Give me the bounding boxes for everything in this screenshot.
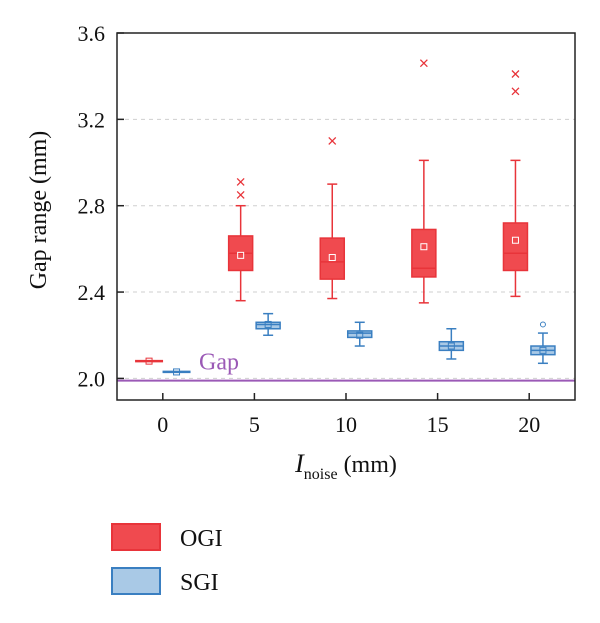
legend-label-ogi: OGI — [180, 526, 223, 552]
legend-swatch-sgi — [111, 567, 161, 595]
legend-label-sgi: SGI — [180, 570, 219, 596]
mean-marker — [145, 357, 153, 365]
outlier-marker — [511, 87, 520, 96]
box-series — [135, 59, 556, 376]
box-ogi-5 — [227, 177, 254, 302]
y-axis-label: Gap range (mm) — [26, 131, 52, 290]
mean-marker — [237, 251, 245, 259]
box-sgi-20 — [530, 321, 556, 365]
y-tick-label: 2.4 — [78, 280, 106, 305]
mean-marker — [173, 368, 181, 376]
legend: OGI SGI — [111, 523, 223, 596]
mean-marker — [356, 331, 364, 339]
box-sgi-10 — [346, 321, 373, 347]
x-axis-label-symbol: I — [294, 449, 305, 478]
outlier-marker — [236, 190, 245, 199]
legend-item-ogi: OGI — [111, 523, 223, 552]
iqr-box — [411, 228, 437, 278]
iqr-box — [346, 330, 373, 339]
x-tick-label: 0 — [157, 412, 168, 437]
x-axis-label-unit: (mm) — [344, 452, 397, 478]
box-ogi-0 — [135, 357, 164, 365]
box-ogi-20 — [502, 70, 529, 298]
gap-reference-label: Gap — [199, 350, 239, 376]
iqr-box — [319, 237, 346, 280]
x-tick-label: 15 — [427, 412, 449, 437]
y-tick-label: 2.8 — [78, 194, 106, 219]
mean-marker — [539, 346, 547, 354]
x-axis-label: Inoise (mm) — [294, 449, 397, 483]
mean-marker — [264, 320, 272, 328]
x-tick-label: 20 — [518, 412, 540, 437]
plot-frame — [116, 32, 576, 401]
box-ogi-10 — [319, 136, 346, 300]
legend-swatch-ogi — [111, 523, 161, 551]
series-ogi — [135, 59, 529, 365]
x-axis-ticks: 0 5 10 15 20 — [157, 393, 540, 437]
outlier-marker — [236, 177, 245, 186]
box-sgi-15 — [438, 328, 465, 360]
x-tick-label: 5 — [249, 412, 260, 437]
outlier-marker — [511, 70, 520, 78]
x-axis-label-subscript: noise — [304, 466, 338, 483]
iqr-box — [502, 222, 529, 272]
series-sgi — [162, 312, 556, 376]
y-tick-label: 2.0 — [78, 366, 106, 391]
plot-border — [116, 32, 576, 401]
outlier-marker — [419, 59, 428, 68]
gap-reference: Gap — [117, 350, 575, 382]
mean-marker — [328, 254, 336, 262]
mean-marker — [447, 342, 455, 350]
box-ogi-15 — [411, 59, 437, 304]
legend-item-sgi: SGI — [111, 567, 219, 596]
x-tick-label: 10 — [335, 412, 357, 437]
y-axis-ticks: 2.0 2.4 2.8 3.2 3.6 — [78, 21, 124, 391]
box-sgi-5 — [255, 312, 281, 336]
outlier-marker — [328, 136, 337, 145]
iqr-box — [255, 321, 281, 330]
mean-marker — [511, 236, 519, 244]
box-sgi-0 — [162, 368, 191, 376]
y-tick-label: 3.2 — [78, 107, 106, 132]
mean-marker — [420, 243, 428, 251]
y-tick-label: 3.6 — [78, 21, 106, 46]
outlier-marker — [539, 321, 546, 328]
